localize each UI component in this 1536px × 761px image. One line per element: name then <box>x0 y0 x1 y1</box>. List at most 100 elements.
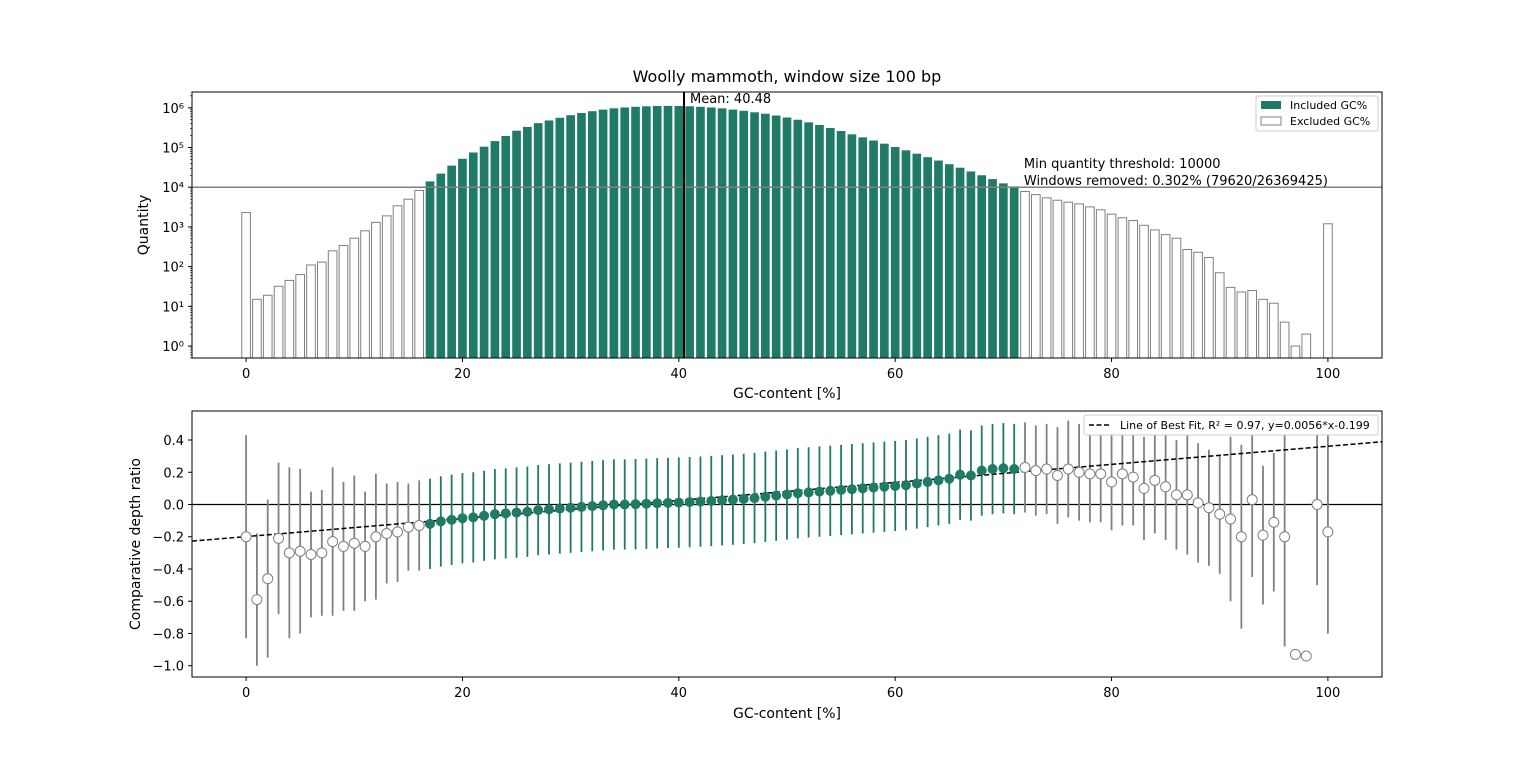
x-tick-label: 60 <box>887 367 904 382</box>
excluded-point <box>1127 471 1139 483</box>
depth-ratio-x-label: GC-content [%] <box>733 706 841 722</box>
excluded-point <box>262 573 274 585</box>
included-bar <box>555 117 565 358</box>
excluded-point <box>1246 494 1258 506</box>
included-bar <box>598 109 608 358</box>
excluded-bar <box>349 237 360 358</box>
included-point <box>890 480 901 491</box>
data-points <box>240 461 1334 662</box>
legend-included-swatch <box>1261 101 1281 109</box>
excluded-point <box>1311 499 1323 511</box>
included-bar <box>458 158 467 358</box>
included-bar <box>869 140 878 358</box>
included-point <box>836 484 847 495</box>
included-bar <box>934 160 943 358</box>
included-point <box>425 518 435 529</box>
excluded-bar <box>1074 203 1084 358</box>
included-point <box>587 501 598 512</box>
x-tick-label: 20 <box>454 686 471 701</box>
included-point <box>792 488 803 499</box>
x-tick-label: 80 <box>1103 367 1120 382</box>
excluded-point <box>1214 508 1226 520</box>
included-point <box>630 499 641 510</box>
included-bar <box>1009 186 1019 358</box>
threshold-annotation: Min quantity threshold: 10000 <box>1024 157 1221 172</box>
y-tick-label: −1.0 <box>152 660 184 675</box>
included-bar <box>706 107 716 358</box>
included-point <box>803 487 814 498</box>
included-bar <box>901 150 911 358</box>
included-bar <box>836 131 846 358</box>
excluded-point <box>1138 482 1150 494</box>
included-bar <box>847 134 857 358</box>
included-bar <box>988 179 997 358</box>
y-tick-label: 0.2 <box>163 466 184 481</box>
x-tick-label: 80 <box>1103 686 1120 701</box>
excluded-point <box>1030 465 1042 477</box>
excluded-point <box>1019 461 1031 473</box>
excluded-bar <box>1085 206 1095 358</box>
y-tick-label: 10⁵ <box>162 142 184 157</box>
included-point <box>760 491 771 502</box>
included-point <box>922 476 933 487</box>
excluded-bar <box>1225 286 1236 358</box>
histogram-frame <box>191 91 1383 359</box>
depth-ratio-panel: 0 20 40 60 80 100 −1.0 −0.8 −0.6 −0.4 −0.2 0.0 0.2 0… <box>128 410 1383 722</box>
legend-fit-label: Line of Best Fit, R² = 0.97, y=0.0056*x-… <box>1120 419 1370 432</box>
excluded-bar <box>1139 224 1149 358</box>
excluded-bar <box>295 274 306 358</box>
included-bar <box>479 146 489 358</box>
included-bar <box>425 181 435 358</box>
excluded-bar <box>1268 302 1279 358</box>
excluded-point <box>1235 531 1247 543</box>
y-tick-label: 0.4 <box>163 434 184 449</box>
included-bar <box>890 147 900 358</box>
excluded-point <box>1300 650 1312 662</box>
excluded-bar <box>1171 237 1182 358</box>
legend-excluded-label: Excluded GC% <box>1290 115 1370 128</box>
excluded-bar <box>262 294 273 358</box>
windows-removed-annotation: Windows removed: 0.302% (79620/26369425) <box>1024 174 1328 189</box>
included-bar <box>999 183 1008 358</box>
included-bar <box>523 126 532 358</box>
excluded-bar <box>1020 191 1030 358</box>
included-bar <box>587 111 597 358</box>
included-point <box>911 478 922 489</box>
excluded-bar <box>1052 199 1063 358</box>
included-bar <box>782 117 792 358</box>
included-bar <box>880 143 889 358</box>
included-bar <box>544 120 554 358</box>
x-tick-label: 60 <box>887 686 904 701</box>
histogram-bars <box>241 105 1333 358</box>
included-bar <box>858 137 868 358</box>
excluded-bar <box>1247 290 1257 358</box>
included-point <box>955 469 966 480</box>
excluded-bar <box>1160 234 1171 358</box>
included-bar <box>955 167 965 358</box>
excluded-bar <box>1149 229 1160 358</box>
included-bar <box>533 123 543 358</box>
excluded-point <box>1062 463 1074 475</box>
included-bar <box>663 105 673 358</box>
y-tick-label: 10¹ <box>162 300 184 315</box>
included-bar <box>609 108 619 358</box>
included-point <box>695 496 706 507</box>
histogram-x-label: GC-content [%] <box>733 386 841 402</box>
excluded-bar <box>273 285 284 358</box>
excluded-point <box>1106 476 1118 488</box>
excluded-point <box>1192 497 1204 509</box>
included-point <box>641 498 652 509</box>
y-tick-label: 10² <box>162 261 184 276</box>
excluded-point <box>359 540 371 552</box>
excluded-point <box>337 540 349 552</box>
histogram-x-axis: 0 20 40 60 80 100 <box>242 358 1340 382</box>
excluded-bar <box>1301 333 1312 358</box>
excluded-point <box>327 536 339 548</box>
excluded-point <box>305 548 317 560</box>
depth-ratio-y-label: Comparative depth ratio <box>128 458 144 630</box>
included-bar <box>620 107 630 358</box>
included-point <box>965 470 976 481</box>
included-point <box>717 495 728 506</box>
excluded-point <box>348 537 360 549</box>
